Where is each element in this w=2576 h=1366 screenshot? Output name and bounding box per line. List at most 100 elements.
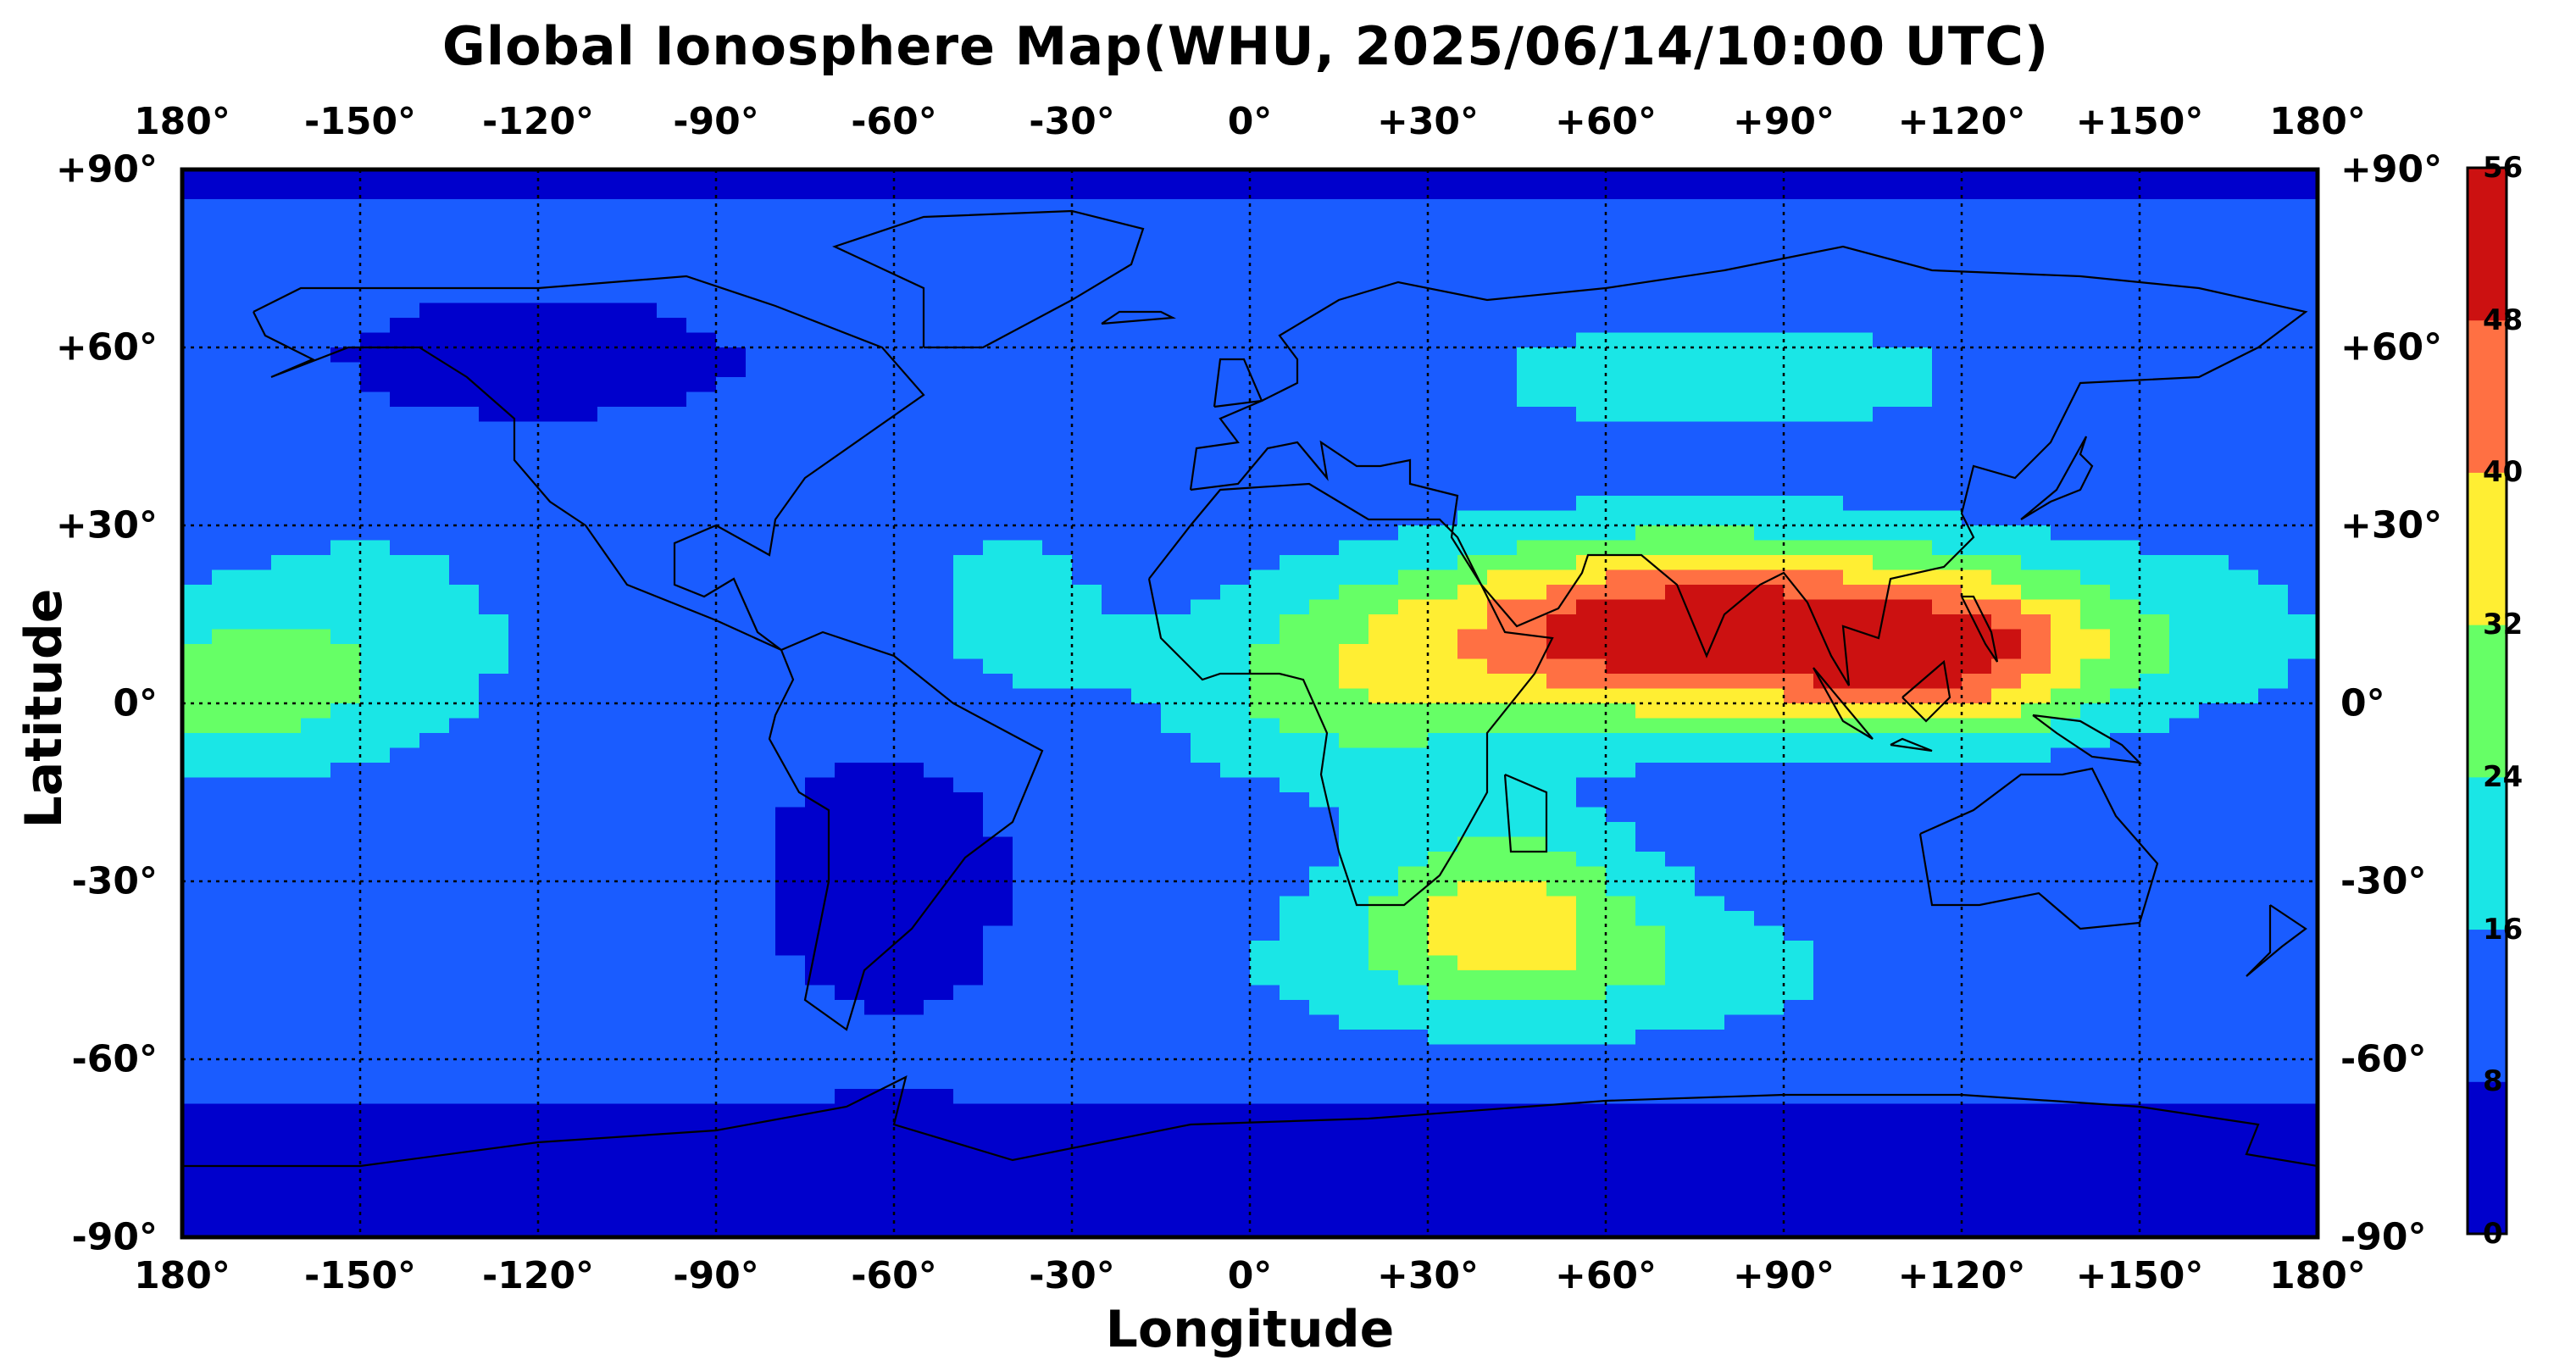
- tec-cell: [1102, 718, 1132, 734]
- tec-cell: [182, 836, 213, 852]
- tec-cell: [1309, 421, 1340, 437]
- tec-cell: [1902, 407, 1933, 423]
- tec-cell: [568, 1059, 598, 1075]
- tec-cell: [1102, 258, 1132, 275]
- tec-cell: [2258, 970, 2289, 986]
- tec-cell: [568, 1148, 598, 1164]
- tec-cell: [1784, 763, 1814, 779]
- tec-cell: [2140, 1148, 2170, 1164]
- tec-cell: [1131, 703, 1162, 719]
- tec-cell: [627, 184, 658, 200]
- tec-cell: [716, 807, 747, 823]
- tec-cell: [508, 1148, 539, 1164]
- tec-cell: [1191, 718, 1221, 734]
- tec-cell: [983, 273, 1013, 289]
- tec-cell: [983, 318, 1013, 334]
- tec-cell: [1991, 718, 2022, 734]
- tec-cell: [1428, 836, 1458, 852]
- tec-cell: [449, 718, 480, 734]
- tec-cell: [479, 540, 509, 556]
- tec-cell: [419, 199, 450, 215]
- tec-cell: [1428, 1089, 1458, 1105]
- tec-cell: [479, 288, 509, 304]
- tec-cell: [1635, 1178, 1666, 1194]
- tec-cell: [1042, 377, 1073, 393]
- tec-cell: [419, 303, 450, 319]
- tec-cell: [746, 1133, 776, 1149]
- tec-cell: [1368, 703, 1399, 719]
- tec-cell: [716, 599, 747, 615]
- tec-cell: [953, 970, 984, 986]
- tec-cell: [1309, 674, 1340, 690]
- tec-cell: [1457, 703, 1488, 719]
- tec-cell: [597, 985, 628, 1001]
- tec-cell: [2199, 229, 2229, 245]
- tec-cell: [1962, 955, 1992, 971]
- tec-cell: [1902, 199, 1933, 215]
- tec-cell: [1161, 1103, 1191, 1119]
- tec-cell: [686, 1074, 717, 1090]
- tec-cell: [212, 318, 242, 334]
- tec-cell: [2258, 747, 2289, 764]
- tec-cell: [1902, 555, 1933, 571]
- tec-cell: [1606, 1030, 1636, 1046]
- tec-cell: [2080, 733, 2111, 749]
- tec-cell: [1309, 1133, 1340, 1149]
- tec-cell: [2080, 822, 2111, 838]
- tec-cell: [1428, 970, 1458, 986]
- tec-cell: [1042, 480, 1073, 497]
- tec-cell: [805, 733, 836, 749]
- tec-cell: [1250, 480, 1280, 497]
- tec-cell: [2288, 896, 2318, 912]
- tec-cell: [1368, 747, 1399, 764]
- tec-cell: [1665, 807, 1696, 823]
- tec-cell: [1784, 733, 1814, 749]
- tec-cell: [1309, 1089, 1340, 1105]
- tec-cell: [2021, 1059, 2051, 1075]
- tec-cell: [182, 1030, 213, 1046]
- tec-cell: [1191, 881, 1221, 897]
- tec-cell: [1220, 407, 1251, 423]
- tec-cell: [1754, 199, 1785, 215]
- tec-cell: [1695, 1148, 1725, 1164]
- tec-cell: [1665, 1103, 1696, 1119]
- tec-cell: [657, 985, 687, 1001]
- tec-cell: [449, 1163, 480, 1179]
- tec-cell: [1843, 614, 1874, 630]
- tec-cell: [182, 391, 213, 408]
- tec-cell: [775, 763, 806, 779]
- tec-cell: [2021, 599, 2051, 615]
- tec-cell: [538, 407, 569, 423]
- tec-cell: [924, 941, 954, 957]
- tec-cell: [330, 747, 361, 764]
- tec-cell: [301, 866, 331, 882]
- tec-cell: [2288, 644, 2318, 660]
- tec-cell: [1873, 555, 1903, 571]
- tec-cell: [1457, 421, 1488, 437]
- tec-cell: [390, 896, 420, 912]
- tec-cell: [1368, 1148, 1399, 1164]
- tec-cell: [1280, 184, 1310, 200]
- tec-cell: [1546, 970, 1577, 986]
- tec-cell: [2051, 658, 2081, 675]
- tec-cell: [1517, 377, 1547, 393]
- tec-cell: [1457, 1148, 1488, 1164]
- tec-cell: [1635, 258, 1666, 275]
- tec-cell: [212, 303, 242, 319]
- tec-cell: [1991, 822, 2022, 838]
- tec-cell: [1220, 747, 1251, 764]
- tec-cell: [1932, 1030, 1963, 1046]
- tec-cell: [1042, 1103, 1073, 1119]
- tec-cell: [1339, 807, 1369, 823]
- tec-cell: [1398, 941, 1429, 957]
- tec-cell: [1398, 229, 1429, 245]
- tec-cell: [360, 985, 391, 1001]
- tec-cell: [775, 1192, 806, 1208]
- tec-cell: [1784, 881, 1814, 897]
- tec-cell: [1843, 674, 1874, 690]
- tec-cell: [1487, 852, 1518, 868]
- tec-cell: [1250, 1000, 1280, 1016]
- tec-cell: [1754, 747, 1785, 764]
- tec-cell: [1546, 852, 1577, 868]
- tec-cell: [1220, 362, 1251, 378]
